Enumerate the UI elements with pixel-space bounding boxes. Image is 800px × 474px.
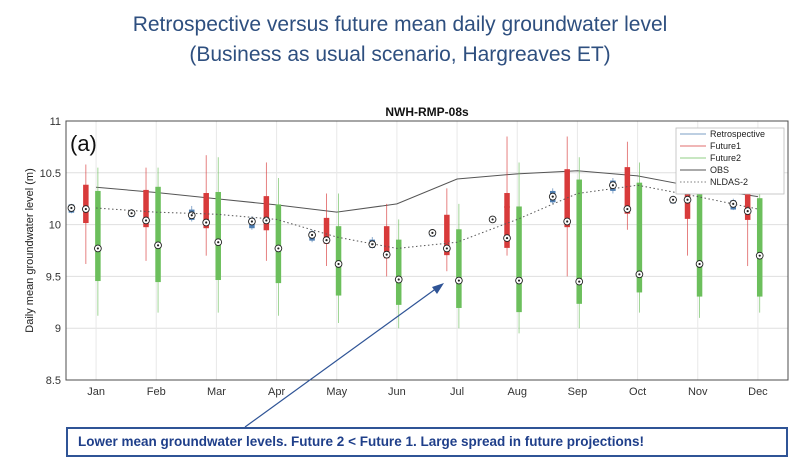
future1-box bbox=[624, 167, 631, 214]
retrospective-median-dot bbox=[671, 198, 675, 201]
future2-median-dot bbox=[638, 273, 641, 276]
y-axis-label: Daily mean groundwater level (m) bbox=[24, 168, 36, 332]
future1-median-dot bbox=[746, 210, 749, 213]
x-tick-label: Dec bbox=[748, 386, 768, 398]
future1-median-dot bbox=[505, 236, 509, 240]
future2-box bbox=[756, 198, 763, 297]
future2-median-dot bbox=[457, 279, 460, 282]
x-tick-label: Oct bbox=[629, 386, 646, 398]
retrospective-median-dot bbox=[551, 195, 554, 198]
future2-box bbox=[636, 182, 643, 293]
x-tick-label: Aug bbox=[507, 386, 527, 398]
future1-box bbox=[564, 169, 570, 228]
future2-median-dot bbox=[698, 262, 701, 266]
future1-median-dot bbox=[385, 253, 388, 256]
retrospective-median-dot bbox=[431, 231, 434, 234]
future1-median-dot bbox=[686, 198, 689, 201]
y-tick-label: 10.5 bbox=[40, 168, 61, 180]
future2-median-dot bbox=[758, 254, 761, 257]
retrospective-median-dot bbox=[250, 220, 254, 223]
future2-box bbox=[516, 206, 522, 313]
y-tick-label: 10 bbox=[49, 220, 61, 232]
callout-arrow-head bbox=[432, 283, 444, 294]
legend-box bbox=[675, 127, 785, 195]
x-tick-label: Feb bbox=[147, 386, 166, 398]
retrospective-median-dot bbox=[491, 218, 494, 221]
retrospective-median-dot bbox=[70, 206, 73, 210]
future2-box bbox=[395, 239, 402, 305]
callout-box: Lower mean groundwater levels. Future 2 … bbox=[66, 427, 788, 457]
y-tick-label: 11 bbox=[50, 116, 61, 128]
y-tick-label: 9.5 bbox=[46, 271, 61, 283]
future2-box bbox=[95, 190, 101, 282]
chart-title: NWH-RMP-08s bbox=[385, 105, 469, 119]
retrospective-median-dot bbox=[310, 233, 314, 237]
future2-box bbox=[155, 186, 161, 283]
y-tick-label: 9 bbox=[55, 323, 61, 335]
x-tick-label: Apr bbox=[268, 386, 285, 398]
future2-median-dot bbox=[277, 247, 280, 250]
future1-median-dot bbox=[566, 220, 569, 223]
future1-box bbox=[83, 184, 89, 224]
x-tick-label: Nov bbox=[688, 386, 708, 398]
future2-median-dot bbox=[156, 244, 160, 247]
future2-box bbox=[215, 191, 221, 281]
future1-box bbox=[444, 214, 450, 256]
future1-box bbox=[263, 196, 270, 231]
legend-label: OBS bbox=[710, 165, 729, 175]
legend-label: Future1 bbox=[710, 141, 741, 151]
future1-median-dot bbox=[265, 219, 268, 222]
x-tick-label: Mar bbox=[207, 386, 226, 398]
future1-median-dot bbox=[325, 239, 328, 242]
legend-label: NLDAS-2 bbox=[710, 177, 748, 187]
future1-median-dot bbox=[205, 221, 208, 224]
x-tick-label: Jun bbox=[388, 386, 406, 398]
future1-box bbox=[143, 189, 149, 228]
x-tick-label: Jan bbox=[87, 386, 105, 398]
future1-median-dot bbox=[445, 247, 448, 250]
future2-box bbox=[275, 204, 282, 284]
future2-box bbox=[576, 179, 582, 304]
future1-box bbox=[203, 193, 209, 229]
future1-median-dot bbox=[84, 207, 87, 211]
legend-label: Future2 bbox=[710, 153, 741, 163]
plot-area bbox=[66, 121, 788, 380]
future2-box bbox=[696, 194, 703, 297]
retrospective-median-dot bbox=[130, 212, 133, 215]
future2-box bbox=[456, 229, 462, 308]
future2-median-dot bbox=[337, 262, 340, 266]
slide-title-line-2: (Business as usual scenario, Hargreaves … bbox=[189, 43, 611, 66]
callout-arrow-line bbox=[244, 284, 442, 428]
x-tick-label: May bbox=[326, 386, 347, 398]
x-tick-label: Jul bbox=[450, 386, 464, 398]
retrospective-median-dot bbox=[611, 184, 615, 187]
future2-median-dot bbox=[517, 279, 521, 282]
future2-median-dot bbox=[397, 278, 400, 281]
future2-median-dot bbox=[96, 247, 99, 250]
retrospective-median-dot bbox=[190, 214, 193, 217]
future2-median-dot bbox=[578, 280, 581, 283]
future2-median-dot bbox=[217, 241, 220, 244]
x-tick-label: Sep bbox=[568, 386, 588, 398]
future1-median-dot bbox=[144, 219, 148, 222]
panel-label: (a) bbox=[70, 131, 97, 156]
legend-label: Retrospective bbox=[710, 129, 765, 139]
future1-box bbox=[504, 193, 510, 248]
future1-median-dot bbox=[626, 207, 629, 211]
slide-title-line-1: Retrospective versus future mean daily g… bbox=[132, 13, 668, 36]
y-tick-label: 8.5 bbox=[46, 375, 61, 387]
plot-frame bbox=[65, 120, 789, 381]
